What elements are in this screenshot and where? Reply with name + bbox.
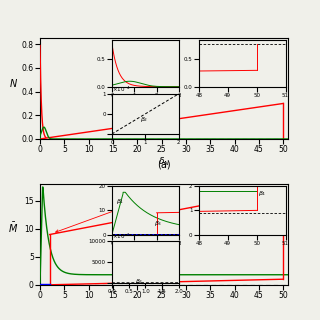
Y-axis label: $N$: $N$ [9,77,18,89]
X-axis label: $\delta_N$: $\delta_N$ [158,156,170,168]
Y-axis label: $\bar{M}$: $\bar{M}$ [8,220,18,235]
Text: (a): (a) [157,159,171,169]
